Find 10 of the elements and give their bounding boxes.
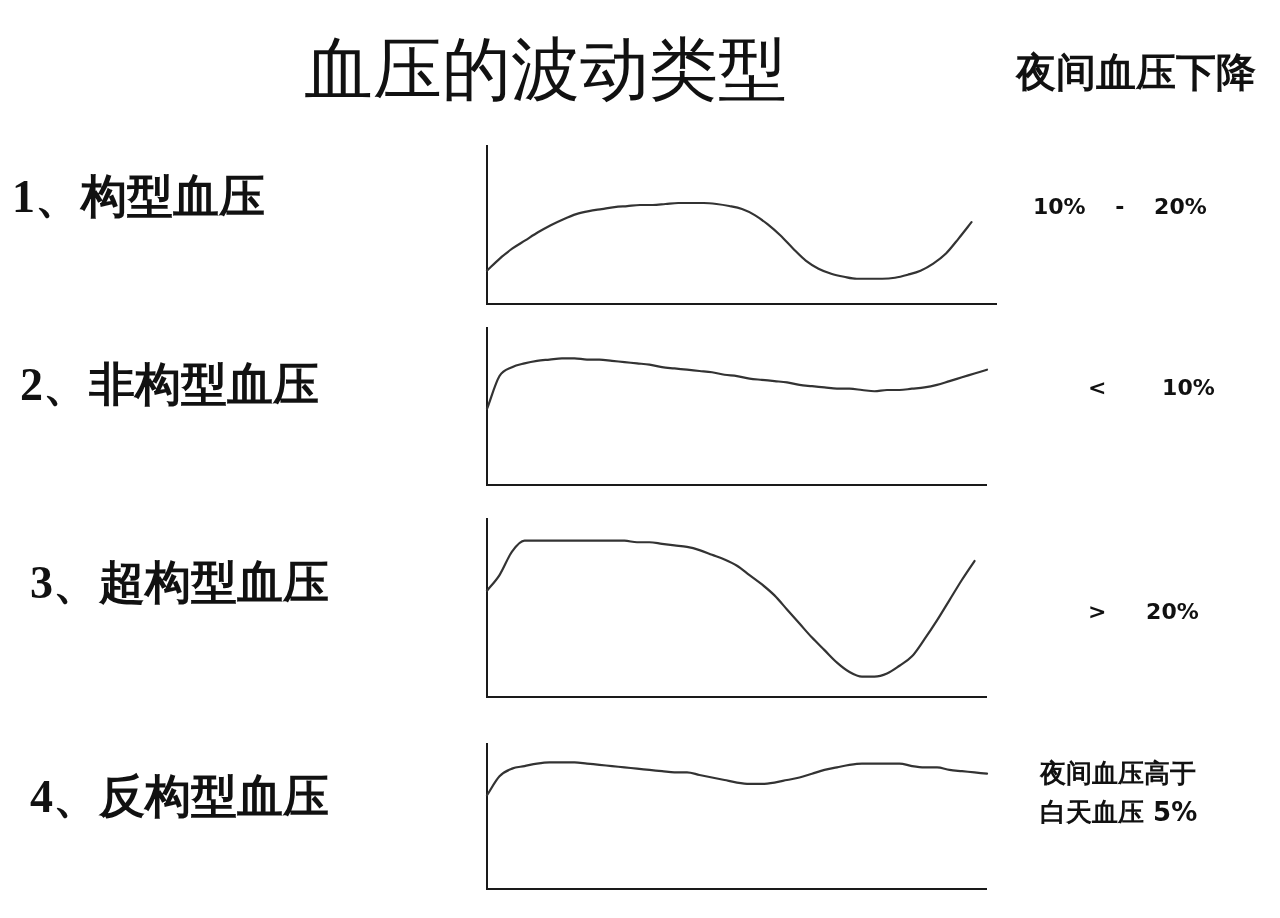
text: > 20% bbox=[1088, 599, 1199, 624]
text: 夜间血压高于白天血压 5% bbox=[1040, 756, 1199, 829]
chart-title: 1、构型血压 bbox=[12, 171, 265, 222]
chart-title: 3、超构型血压 bbox=[30, 557, 329, 608]
chart-title: 4、反构型血压 bbox=[30, 771, 329, 822]
text: < 10% bbox=[1088, 375, 1215, 400]
chart-title: 2、非构型血压 bbox=[20, 359, 319, 410]
text: 血压的波动类型 bbox=[303, 31, 787, 108]
text: 10% - 20% bbox=[1033, 194, 1207, 219]
text: 夜间血压下降 bbox=[1016, 49, 1256, 95]
